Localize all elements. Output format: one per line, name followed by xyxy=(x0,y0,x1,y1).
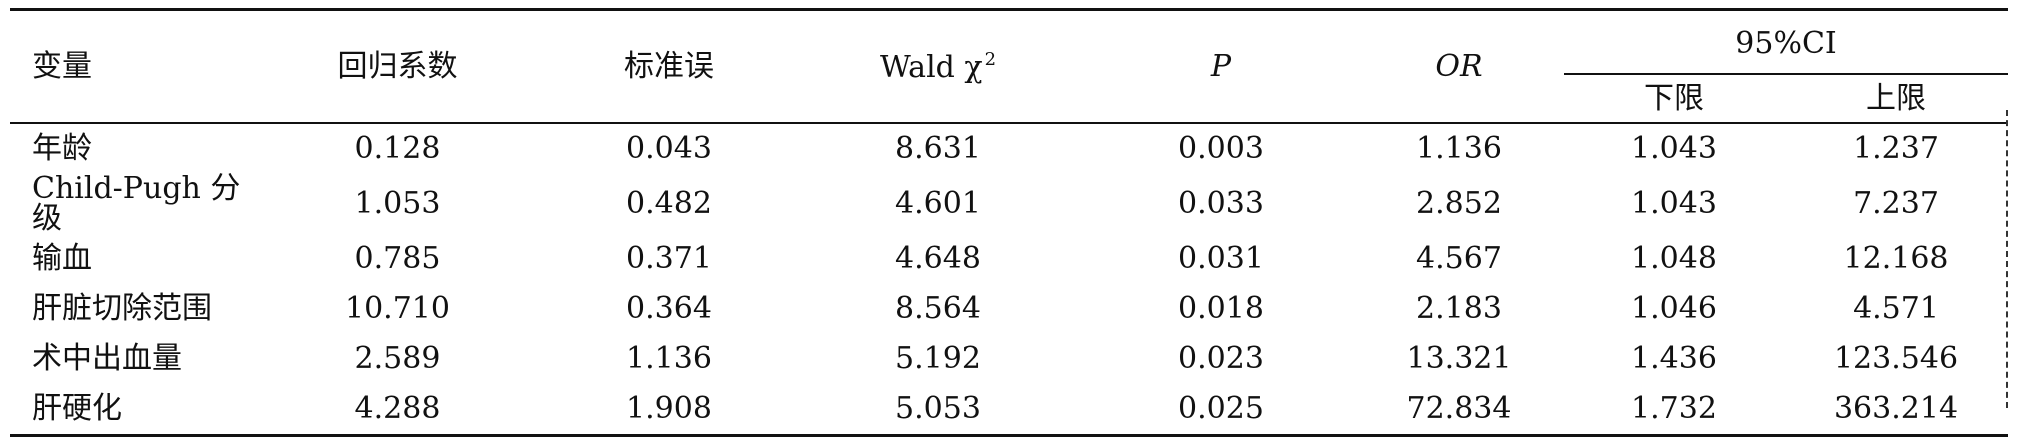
cell-standard-error: 0.364 xyxy=(626,291,712,326)
cell-standard-error: 1.136 xyxy=(626,341,712,376)
cell-ci-lower: 1.043 xyxy=(1631,186,1717,221)
cell-ci-upper: 4.571 xyxy=(1853,291,1939,326)
cell-ci-lower: 1.732 xyxy=(1564,384,1784,437)
cell-odds-ratio: 4.567 xyxy=(1416,241,1502,276)
cell-coefficient: 0.785 xyxy=(354,241,441,276)
header-wald-superscript: 2 xyxy=(984,48,997,70)
cell-variable: 年龄 xyxy=(32,131,92,166)
cell-ci-upper: 123.546 xyxy=(1833,341,1959,376)
cell-standard-error: 0.043 xyxy=(626,131,712,166)
cell-wald: 5.192 xyxy=(895,341,981,376)
table-row: 肝硬化 4.288 1.908 5.053 0.025 72.834 1.732… xyxy=(10,384,2009,437)
cell-coefficient: 4.288 xyxy=(245,384,550,437)
cell-variable: 输血 xyxy=(32,241,92,276)
cell-odds-ratio: 1.136 xyxy=(1416,131,1502,166)
cell-p-value: 0.033 xyxy=(1178,186,1264,221)
dashed-right-border xyxy=(2006,110,2008,408)
header-odds-ratio: OR xyxy=(1354,8,1564,124)
cell-ci-lower: 1.048 xyxy=(1631,241,1717,276)
cell-ci-lower: 1.046 xyxy=(1631,291,1717,326)
header-row-bottom: 下限 上限 xyxy=(10,74,2009,124)
cell-ci-upper: 12.168 xyxy=(1843,241,1949,276)
cell-odds-ratio: 13.321 xyxy=(1406,341,1512,376)
table-row: 年龄 0.128 0.043 8.631 0.003 1.136 1.043 1… xyxy=(10,123,2008,174)
cell-odds-ratio: 2.852 xyxy=(1416,186,1502,221)
cell-variable: 肝硬化 xyxy=(10,384,245,437)
cell-coefficient: 0.128 xyxy=(354,131,441,166)
cell-coefficient: 10.710 xyxy=(345,291,450,326)
table-row: 肝脏切除范围 10.710 0.364 8.564 0.018 2.183 1.… xyxy=(10,284,2008,334)
header-ci-label: 95%CI xyxy=(1735,26,1837,61)
cell-p-value: 0.003 xyxy=(1178,131,1264,166)
cell-ci-upper: 363.214 xyxy=(1784,384,2009,437)
cell-wald: 8.564 xyxy=(895,291,981,326)
header-p-value: P xyxy=(1088,8,1354,124)
header-variable: 变量 xyxy=(10,8,245,124)
cell-p-value: 0.031 xyxy=(1178,241,1264,276)
cell-wald: 4.648 xyxy=(895,241,981,276)
table-row: 输血 0.785 0.371 4.648 0.031 4.567 1.048 1… xyxy=(10,234,2008,284)
header-confidence-interval: 95%CI xyxy=(1564,8,2009,75)
cell-ci-lower: 1.043 xyxy=(1631,131,1717,166)
cell-standard-error: 1.908 xyxy=(550,384,788,437)
cell-coefficient: 1.053 xyxy=(354,186,441,221)
table-row: 术中出血量 2.589 1.136 5.192 0.023 13.321 1.4… xyxy=(10,334,2008,384)
cell-coefficient: 2.589 xyxy=(354,341,441,376)
cell-p-value: 0.018 xyxy=(1178,291,1264,326)
cell-standard-error: 0.371 xyxy=(626,241,712,276)
cell-ci-lower: 1.436 xyxy=(1631,341,1717,376)
cell-ci-upper: 1.237 xyxy=(1853,131,1939,166)
cell-wald: 8.631 xyxy=(895,131,981,166)
header-standard-error: 标准误 xyxy=(550,8,788,124)
table-row: Child-Pugh 分级 1.053 0.482 4.601 0.033 2.… xyxy=(10,174,2008,234)
cell-p-value: 0.025 xyxy=(1088,384,1354,437)
cell-wald: 5.053 xyxy=(788,384,1088,437)
cell-odds-ratio: 72.834 xyxy=(1354,384,1564,437)
cell-odds-ratio: 2.183 xyxy=(1416,291,1502,326)
header-wald-label: Wald χ xyxy=(879,49,983,85)
table-body: 年龄 0.128 0.043 8.631 0.003 1.136 1.043 1… xyxy=(10,123,2009,437)
header-ci-lower: 下限 xyxy=(1564,74,1784,124)
cell-wald: 4.601 xyxy=(895,186,981,221)
cell-variable: Child-Pugh 分级 xyxy=(32,171,241,236)
cell-variable: 术中出血量 xyxy=(32,341,182,376)
cell-variable: 肝脏切除范围 xyxy=(32,291,212,326)
cell-standard-error: 0.482 xyxy=(626,186,712,221)
header-coefficient: 回归系数 xyxy=(245,8,550,124)
cell-p-value: 0.023 xyxy=(1178,341,1264,376)
header-ci-upper: 上限 xyxy=(1784,74,2009,124)
cell-ci-upper: 7.237 xyxy=(1853,186,1939,221)
